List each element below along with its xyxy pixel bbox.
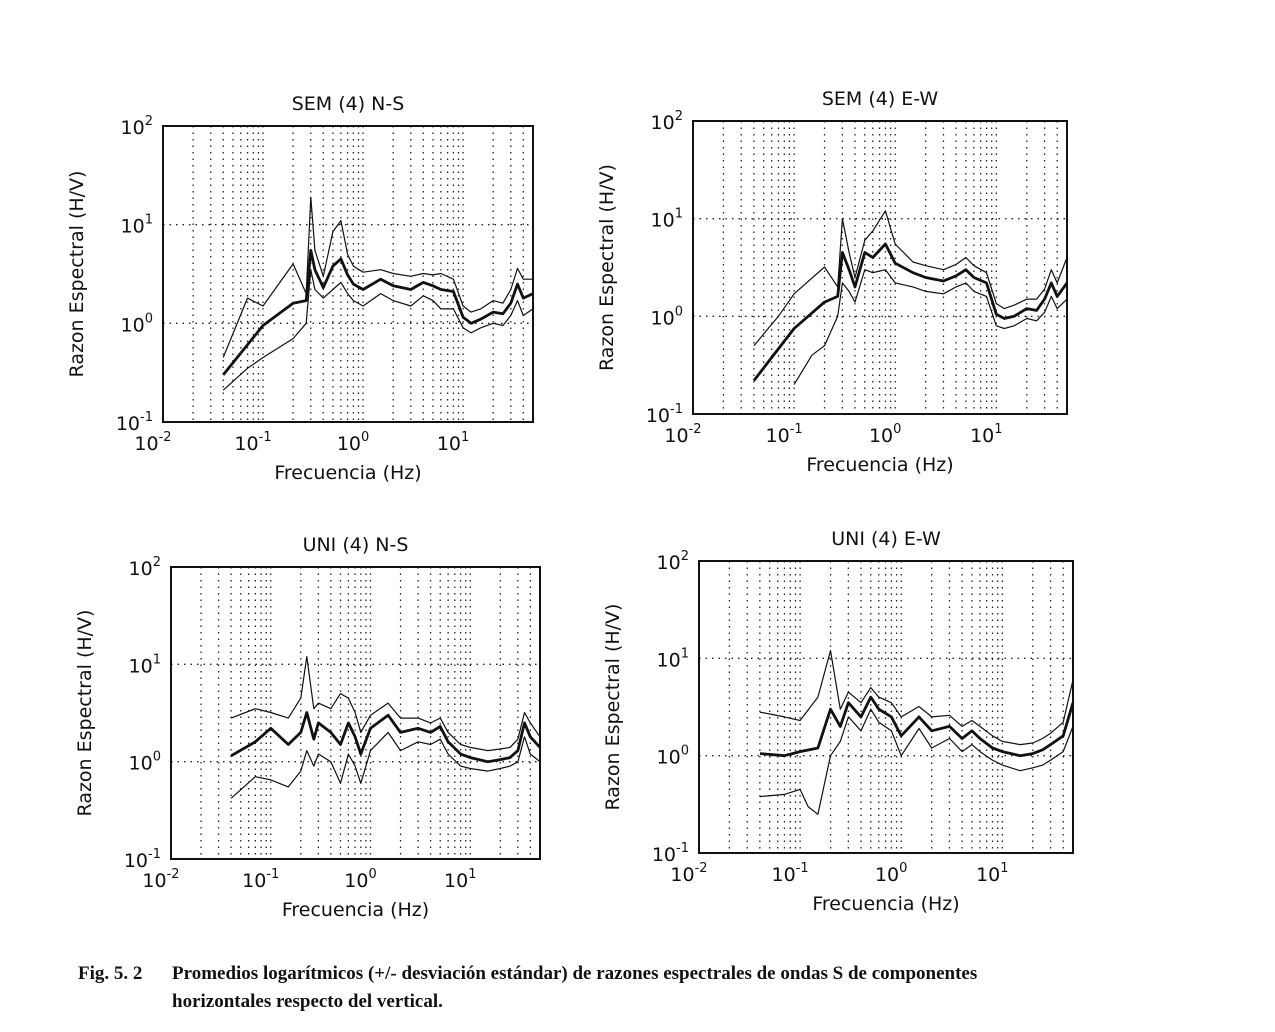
plot-frame <box>162 125 534 423</box>
series-line-upper <box>230 655 541 752</box>
plot-frame <box>692 120 1068 415</box>
x-tick-label: 10-2 <box>134 430 171 455</box>
x-tick-label: 10-1 <box>234 430 271 455</box>
x-tick-label: 10-1 <box>772 861 809 886</box>
y-tick-label: 101 <box>657 646 689 671</box>
x-tick-label: 10-1 <box>766 422 803 447</box>
y-tick-label: 101 <box>651 207 683 232</box>
x-tick-label: 100 <box>337 430 369 455</box>
series-line-lower <box>222 269 534 391</box>
x-tick-label: 101 <box>444 867 476 892</box>
caption-line-2: horizontales respecto del vertical. <box>172 991 443 1012</box>
x-tick-label: 101 <box>976 861 1008 886</box>
figure-canvas: SEM (4) N-S10-2 10-1 100 10110-1100101102Fr… <box>66 88 1075 921</box>
y-tick-label: 100 <box>657 744 689 769</box>
x-tick-label: 100 <box>875 861 907 886</box>
panel-uni-ns: UNI (4) N-S10-2 10-1 100 10110-1100101102Fr… <box>74 534 542 921</box>
x-tick-label: 101 <box>970 422 1002 447</box>
y-tick-label: 101 <box>121 213 153 238</box>
panel-sem-ew: SEM (4) E-W10-2 10-1 100 10110-1100101102Fr… <box>596 88 1069 476</box>
plot-frame <box>170 566 541 860</box>
y-tick-label: 102 <box>129 555 161 580</box>
series-line-lower <box>230 731 541 799</box>
caption-label: Fig. 5. 2 <box>78 963 143 984</box>
y-axis-label: Razon Espectral (H/V) <box>596 164 618 371</box>
y-tick-label: 100 <box>129 750 161 775</box>
y-axis-label: Razon Espectral (H/V) <box>74 610 96 817</box>
chart-title: UNI (4) N-S <box>303 534 409 556</box>
chart-title: SEM (4) N-S <box>292 93 405 115</box>
series-line-mean <box>759 695 1075 758</box>
y-tick-label: 10-1 <box>646 402 683 427</box>
x-axis-label: Frecuencia (Hz) <box>812 893 959 915</box>
x-tick-label: 10-1 <box>242 867 279 892</box>
caption-text-1: Promedios logarítmicos (+/- desviación e… <box>172 963 978 984</box>
chart-title: UNI (4) E-W <box>831 528 941 550</box>
y-axis-label: Razon Espectral (H/V) <box>66 171 88 378</box>
series-line-mean <box>230 711 542 764</box>
y-tick-label: 10-1 <box>652 841 689 866</box>
x-tick-label: 100 <box>869 422 901 447</box>
y-tick-label: 100 <box>121 311 153 336</box>
y-tick-label: 102 <box>657 549 689 574</box>
x-tick-label: 100 <box>344 867 376 892</box>
chart-title: SEM (4) E-W <box>822 88 939 110</box>
x-tick-label: 10-2 <box>670 861 707 886</box>
x-axis-label: Frecuencia (Hz) <box>274 462 421 484</box>
x-axis-label: Frecuencia (Hz) <box>806 454 953 476</box>
x-tick-label: 101 <box>437 430 469 455</box>
figure-caption: Fig. 5. 2 Promedios logarítmicos (+/- des… <box>78 960 1248 1016</box>
caption-line-1: Fig. 5. 2 Promedios logarítmicos (+/- des… <box>78 960 1248 988</box>
y-tick-label: 10-1 <box>124 847 161 872</box>
x-axis-label: Frecuencia (Hz) <box>282 899 429 921</box>
x-tick-label: 10-2 <box>142 867 179 892</box>
series-line-mean <box>752 242 1069 382</box>
series-line-lower <box>793 269 1068 385</box>
series-line-upper <box>759 649 1074 746</box>
y-tick-label: 10-1 <box>116 410 153 435</box>
panel-sem-ns: SEM (4) N-S10-2 10-1 100 10110-1100101102Fr… <box>66 93 534 484</box>
y-tick-label: 102 <box>121 114 153 139</box>
series-line-mean <box>222 248 534 376</box>
y-axis-label: Razon Espectral (H/V) <box>602 604 624 811</box>
y-tick-label: 101 <box>129 652 161 677</box>
series-line-lower <box>759 708 1074 815</box>
y-tick-label: 100 <box>651 304 683 329</box>
series-line-upper <box>753 210 1068 347</box>
y-tick-label: 102 <box>651 109 683 134</box>
panel-uni-ew: UNI (4) E-W10-2 10-1 100 10110-1100101102Fr… <box>602 528 1075 915</box>
x-tick-label: 10-2 <box>664 422 701 447</box>
series-line-upper <box>222 196 533 358</box>
